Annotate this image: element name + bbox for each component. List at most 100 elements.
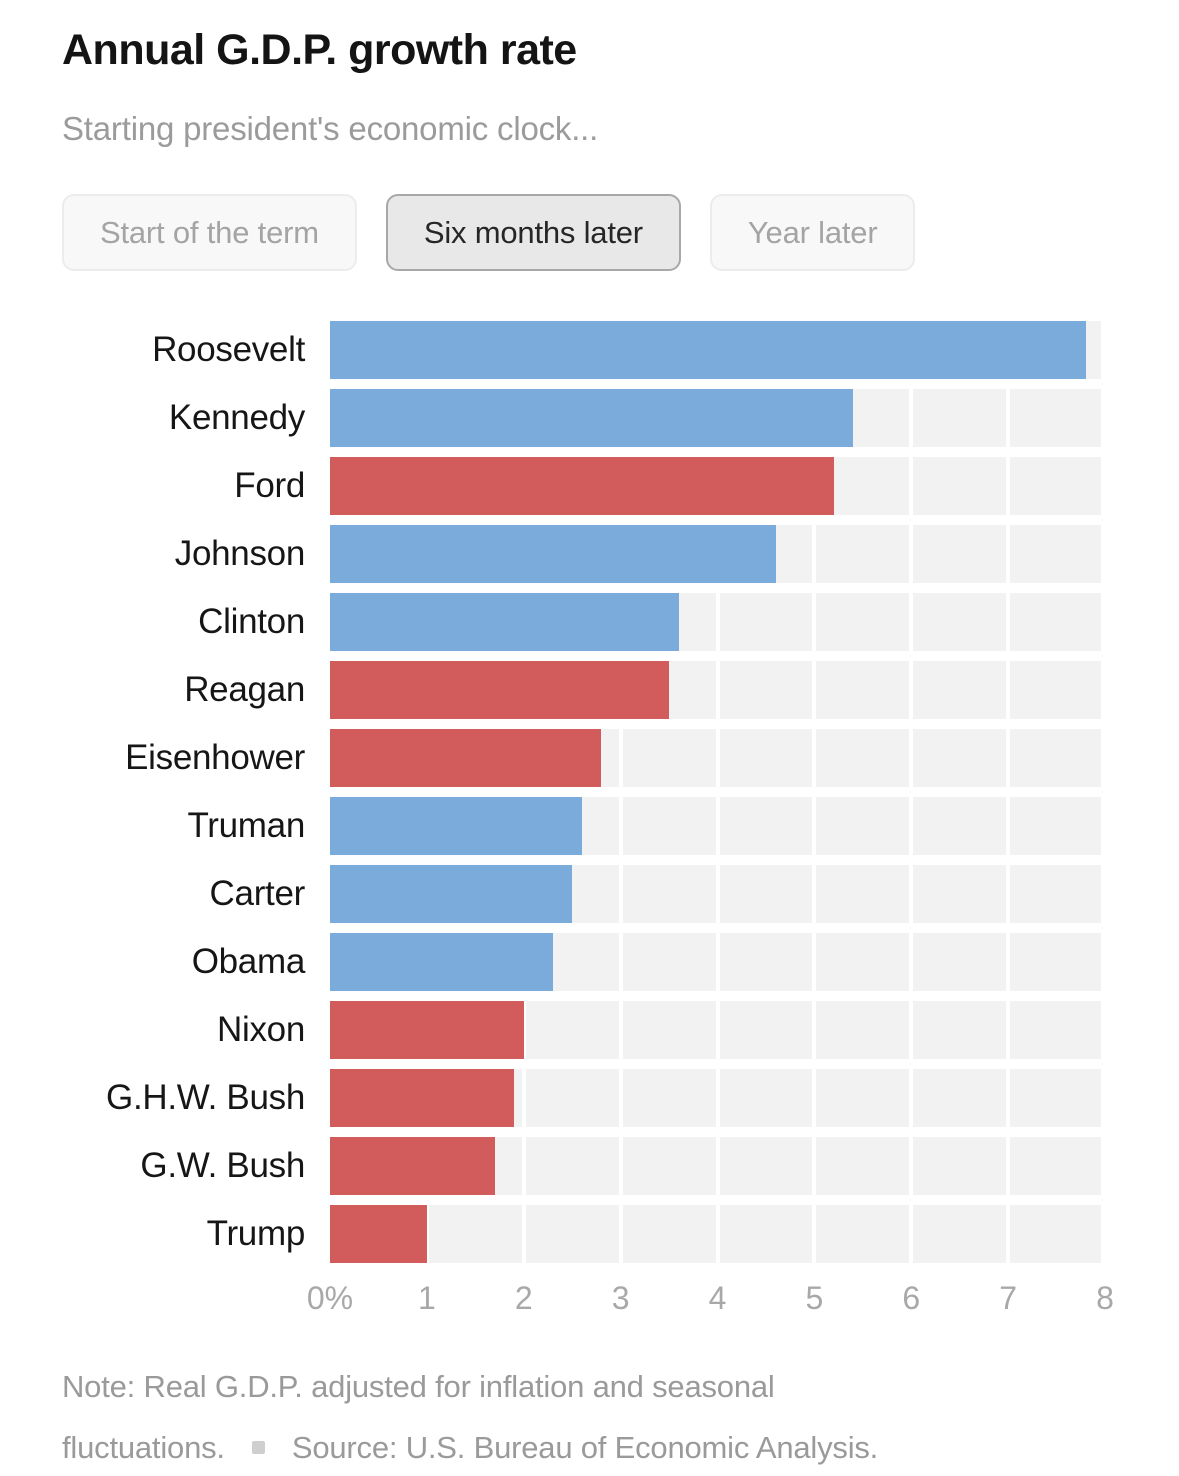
gridline-3 [618,865,623,924]
bar-g-h-w-bush [330,1069,515,1128]
gridline-4 [715,1205,720,1264]
gridline-7 [1006,1069,1011,1128]
bar-track [330,520,1105,588]
gridline-4 [715,1001,720,1060]
gridline-5 [812,1069,817,1128]
gridline-5 [812,933,817,992]
gridline-7 [1006,933,1011,992]
x-tick-5: 5 [805,1280,824,1317]
gridline-4 [715,593,720,652]
gridline-8 [1101,321,1105,380]
gridline-6 [909,865,914,924]
gridline-6 [909,661,914,720]
gridline-7 [1006,389,1011,448]
gridline-2 [521,1205,526,1264]
gridline-3 [618,933,623,992]
gridline-7 [1006,525,1011,584]
x-tick-6: 6 [902,1280,921,1317]
toggle-option-six-months-later[interactable]: Six months later [385,194,681,272]
gridline-2 [521,1069,526,1128]
gridline-5 [812,797,817,856]
president-label: Ford [234,466,305,506]
gridline-6 [909,525,914,584]
chart-row-g-h-w-bush: G.H.W. Bush [0,1064,1179,1132]
gridline-8 [1101,865,1105,924]
gridline-4 [715,1069,720,1128]
gridline-8 [1101,729,1105,788]
gridline-3 [618,1205,623,1264]
bar-track [330,1064,1105,1132]
chart-row-kennedy: Kennedy [0,384,1179,452]
gridline-8 [1101,457,1105,516]
gridline-5 [812,661,817,720]
gridline-6 [909,1001,914,1060]
gridline-7 [1006,797,1011,856]
bar-clinton [330,593,679,652]
page-subtitle: Starting president's economic clock... [62,110,599,148]
bar-reagan [330,661,670,720]
footnote-line2: fluctuations. [62,1430,225,1466]
gridline-8 [1101,661,1105,720]
president-label: Clinton [198,602,305,642]
gridline-6 [909,457,914,516]
x-tick-4: 4 [708,1280,727,1317]
gridline-6 [909,1205,914,1264]
gridline-5 [812,593,817,652]
gridline-5 [812,729,817,788]
gridline-5 [812,865,817,924]
gridline-8 [1101,1069,1105,1128]
footnote-line1: Note: Real G.D.P. adjusted for inflation… [62,1369,775,1405]
gridline-7 [1006,1001,1011,1060]
chart-row-obama: Obama [0,928,1179,996]
gridline-7 [1006,1205,1011,1264]
president-label: Obama [191,942,306,982]
chart-row-eisenhower: Eisenhower [0,724,1179,792]
bar-track [330,656,1105,724]
bar-track [330,1200,1105,1268]
president-label: Truman [187,806,306,846]
gridline-6 [909,593,914,652]
bar-track [330,860,1105,928]
gridline-6 [909,729,914,788]
bar-track [330,384,1105,452]
toggle-option-year-later[interactable]: Year later [709,194,916,272]
bar-johnson [330,525,776,584]
bar-eisenhower [330,729,602,788]
gridline-4 [715,729,720,788]
gridline-8 [1101,389,1105,448]
gridline-4 [715,865,720,924]
gridline-6 [909,1137,914,1196]
bar-track [330,928,1105,996]
x-tick-8: 8 [1096,1280,1114,1317]
bar-track [330,724,1105,792]
bar-kennedy [330,389,854,448]
gridline-6 [909,1069,914,1128]
gridline-8 [1101,1205,1105,1264]
toggle-option-start-of-the-term[interactable]: Start of the term [62,194,357,272]
gridline-8 [1101,797,1105,856]
gridline-8 [1101,525,1105,584]
axis-spacer [0,1268,330,1326]
president-label: Trump [206,1214,306,1254]
gridline-8 [1101,933,1105,992]
x-tick-0: 0% [306,1280,354,1317]
president-label: G.W. Bush [140,1146,305,1186]
gridline-4 [715,797,720,856]
president-label: Eisenhower [125,738,305,778]
bar-track [330,1132,1105,1200]
bar-obama [330,933,553,992]
gridline-1 [424,1205,429,1264]
gridline-4 [715,1137,720,1196]
chart-row-clinton: Clinton [0,588,1179,656]
gridline-5 [812,1001,817,1060]
bar-track [330,316,1105,384]
source-text: Source: U.S. Bureau of Economic Analysis… [291,1430,879,1466]
axis-tick-track: 0% 1 2 3 4 5 6 7 8 [307,1268,1114,1326]
bar-chart: Roosevelt Kennedy Ford Johnson Clinton Reagan… [0,316,1179,1268]
president-label: Roosevelt [152,330,305,370]
separator-square-icon [251,1441,265,1455]
time-toggle-group: Start of the term Six months later Year la… [62,194,1117,272]
gridline-3 [618,729,623,788]
x-tick-7: 7 [999,1280,1018,1317]
